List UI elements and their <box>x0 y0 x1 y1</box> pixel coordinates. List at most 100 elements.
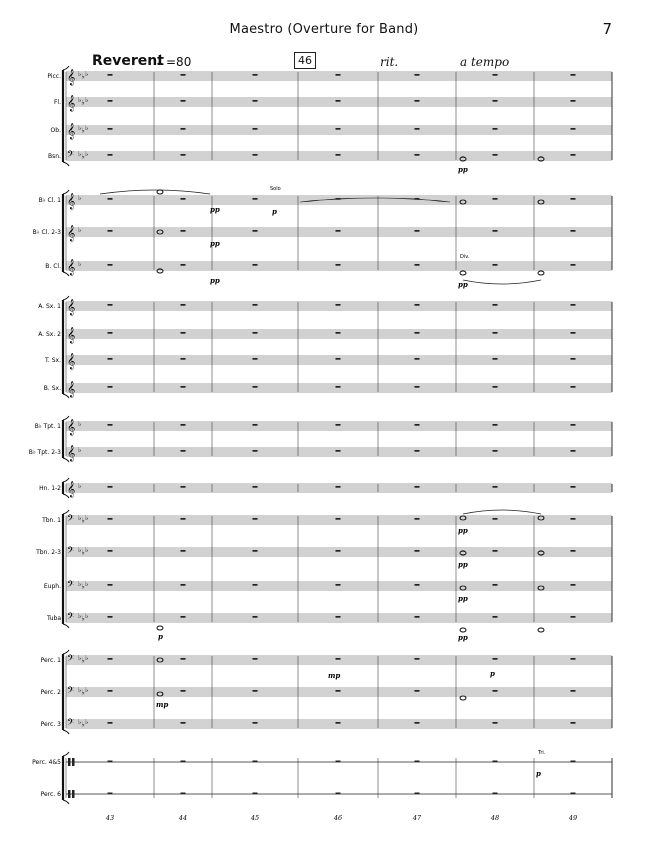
whole-rest-icon <box>252 518 258 520</box>
whole-rest-icon <box>492 128 498 130</box>
treble-clef-icon: 𝄞 <box>67 124 75 140</box>
bracket-hook <box>62 649 70 655</box>
whole-rest-icon <box>414 424 420 426</box>
whole-rest-icon <box>570 690 576 692</box>
whole-rest-icon <box>107 386 113 388</box>
whole-rest-icon <box>492 486 498 488</box>
instrument-label: Fl. <box>54 99 61 106</box>
whole-rest-icon <box>180 450 186 452</box>
dynamic-pp: pp <box>458 633 468 642</box>
whole-note <box>156 657 164 663</box>
whole-rest-icon <box>414 690 420 692</box>
whole-rest-icon <box>570 550 576 552</box>
flat-icon: ♭ <box>78 260 81 268</box>
tempo-marking: Reverent <box>92 53 164 69</box>
dynamic-pp: pp <box>458 280 468 289</box>
whole-rest-icon <box>414 486 420 488</box>
whole-rest-icon <box>252 550 258 552</box>
whole-rest-icon <box>107 358 113 360</box>
bracket-hook <box>62 493 70 499</box>
bracket-hook <box>62 457 70 463</box>
whole-rest-icon <box>252 450 258 452</box>
whole-rest-icon <box>180 792 186 795</box>
whole-rest-icon <box>252 424 258 426</box>
whole-note <box>459 270 467 276</box>
dynamic-pp: pp <box>210 239 220 248</box>
whole-rest-icon <box>107 486 113 488</box>
whole-rest-icon <box>335 584 341 586</box>
measure-number: 47 <box>412 814 422 822</box>
percussion-clef-icon <box>72 790 75 798</box>
whole-rest-icon <box>252 264 258 266</box>
dynamic-pp: pp <box>458 165 468 174</box>
flat-icon: ♭ <box>82 615 85 623</box>
bracket-hook <box>62 295 70 301</box>
instrument-label: B. Sx. <box>44 385 61 392</box>
bass-clef-icon: 𝄢 <box>67 611 74 624</box>
whole-rest-icon <box>107 658 113 660</box>
instrument-label: Perc. 3 <box>41 721 62 728</box>
whole-rest-icon <box>107 584 113 586</box>
bracket-hook <box>62 271 70 277</box>
whole-rest-icon <box>107 198 113 200</box>
instrument-labels: Picc. Fl. Ob. Bsn. B♭ Cl. 1 B♭ Cl. 2-3 B. Cl. A… <box>29 73 62 798</box>
whole-rest-icon <box>492 264 498 266</box>
whole-rest-icon <box>107 450 113 452</box>
flat-icon: ♭ <box>85 654 88 662</box>
instrument-label: A. Sx. 2 <box>38 331 61 338</box>
whole-rest-icon <box>252 486 258 488</box>
ritardando-marking: rit. <box>380 55 399 69</box>
whole-rest-icon <box>570 792 576 795</box>
instrument-label: Tbn. 2-3 <box>35 549 61 556</box>
whole-rest-icon <box>180 154 186 156</box>
whole-rest-icon <box>252 722 258 724</box>
dynamic-p: p <box>536 769 541 778</box>
instrument-label: Perc. 6 <box>41 791 62 798</box>
measure-number: 48 <box>490 814 499 822</box>
bracket-hook <box>62 415 70 421</box>
whole-rest-icon <box>180 518 186 520</box>
whole-rest-icon <box>492 792 498 795</box>
whole-rest-icon <box>335 690 341 692</box>
whole-rest-icon <box>180 486 186 488</box>
whole-rest-icon <box>492 358 498 360</box>
whole-rest-icon <box>180 386 186 388</box>
treble-clef-icon: 𝄞 <box>67 96 75 112</box>
whole-rest-icon <box>180 616 186 618</box>
whole-note <box>459 627 467 633</box>
whole-rest-icon <box>335 332 341 334</box>
whole-rest-icon <box>570 358 576 360</box>
whole-note <box>537 550 545 556</box>
instrument-label: Perc. 4&5 <box>32 759 61 766</box>
bracket-hook <box>62 393 70 399</box>
dynamic-pp: pp <box>458 526 468 535</box>
whole-rest-icon <box>252 616 258 618</box>
whole-rest-icon <box>570 386 576 388</box>
whole-rest-icon <box>180 100 186 102</box>
whole-rest-icon <box>570 198 576 200</box>
flat-icon: ♭ <box>85 150 88 158</box>
whole-rest-icon <box>570 616 576 618</box>
bass-clef-icon: 𝄢 <box>67 653 74 666</box>
whole-rest-icon <box>492 304 498 306</box>
flat-icon: ♭ <box>78 514 81 522</box>
whole-note <box>537 627 545 633</box>
measure-number: 44 <box>178 814 187 822</box>
whole-rest-icon <box>335 264 341 266</box>
flat-icon: ♭ <box>85 70 88 78</box>
whole-rest-icon <box>107 100 113 102</box>
whole-note <box>459 585 467 591</box>
whole-note <box>459 550 467 556</box>
instrument-label: Tbn. 1 <box>41 517 61 524</box>
whole-note <box>156 691 164 697</box>
instrument-label: B♭ Cl. 1 <box>39 197 62 204</box>
instrument-label: T. Sx. <box>44 357 61 364</box>
group-brackets <box>61 65 70 805</box>
whole-note <box>537 515 545 521</box>
measure-number: 45 <box>250 814 259 822</box>
whole-rest-icon <box>492 584 498 586</box>
whole-rest-icon <box>414 198 420 200</box>
measure-rests <box>107 74 576 795</box>
whole-rest-icon <box>335 658 341 660</box>
